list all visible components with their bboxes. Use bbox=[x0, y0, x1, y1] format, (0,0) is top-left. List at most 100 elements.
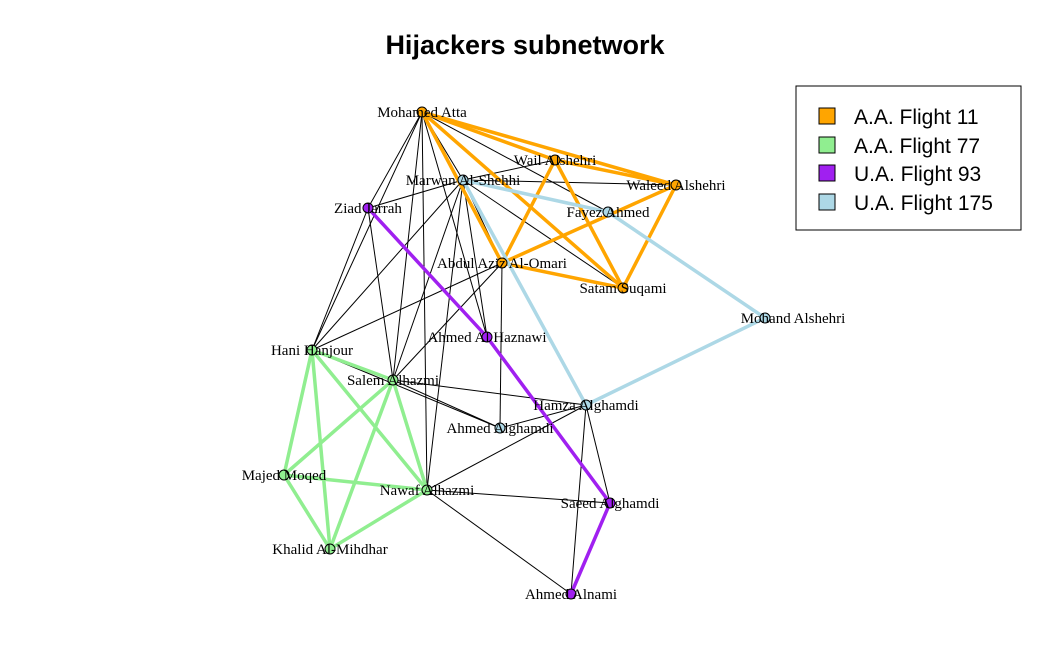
tie-line bbox=[367, 111, 423, 209]
legend-swatch bbox=[818, 107, 836, 125]
tie-line bbox=[499, 262, 503, 429]
node-hani bbox=[306, 344, 318, 356]
node-nawaf bbox=[421, 484, 433, 496]
node-label-ziad: Ziad Jarrah bbox=[334, 201, 402, 217]
tie-line bbox=[367, 179, 464, 209]
flight-tie-line bbox=[569, 501, 612, 596]
flight-tie-line bbox=[621, 183, 678, 290]
node-omari bbox=[496, 257, 508, 269]
flight-tie-line bbox=[553, 158, 678, 187]
tie-line bbox=[311, 111, 423, 351]
flight-tie-line bbox=[282, 348, 314, 477]
legend-entry-aa77: A.A. Flight 77 bbox=[818, 135, 980, 158]
tie-line bbox=[392, 111, 423, 381]
node-label-omari: Abdul Aziz Al-Omari bbox=[437, 256, 567, 272]
node-ziad bbox=[362, 202, 374, 214]
node-label-waleed: Waleed Alshehri bbox=[626, 178, 725, 194]
node-mohand bbox=[759, 312, 771, 324]
tie-line bbox=[421, 111, 488, 338]
legend-label: U.A. Flight 93 bbox=[854, 163, 981, 186]
tie-line bbox=[421, 111, 428, 491]
node-hamza bbox=[580, 399, 592, 411]
legend-entry-ua93: U.A. Flight 93 bbox=[818, 163, 981, 186]
legend-entry-aa11: A.A. Flight 11 bbox=[818, 106, 979, 129]
tie-line bbox=[311, 179, 464, 351]
node-atta bbox=[416, 106, 428, 118]
tie-line bbox=[570, 404, 587, 595]
tie-line bbox=[367, 207, 394, 381]
node-label-salem: Salem Alhazmi bbox=[347, 373, 439, 389]
flight-tie-line bbox=[485, 335, 612, 505]
legend-swatch bbox=[818, 136, 836, 154]
node-label-marwan: Marwan Al-Shehhi bbox=[406, 173, 521, 189]
flight-tie-line bbox=[606, 210, 767, 320]
node-khalid bbox=[324, 543, 336, 555]
tie-line bbox=[392, 379, 501, 429]
node-majed bbox=[278, 469, 290, 481]
legend-entry-ua175: U.A. Flight 175 bbox=[818, 192, 993, 215]
flight-tie-line bbox=[282, 378, 395, 477]
hijacker-labels: Mohamed Atta Wail Alshehri Waleed Alshehri… bbox=[242, 105, 846, 603]
node-label-nawaf: Nawaf Alhazmi bbox=[380, 483, 475, 499]
legend-label: A.A. Flight 77 bbox=[854, 135, 980, 158]
flight-tie-line bbox=[461, 178, 588, 407]
node-label-fayez: Fayez Ahmed bbox=[567, 205, 650, 221]
node-label-suqami: Satam Suqami bbox=[579, 281, 666, 297]
legend-label: A.A. Flight 11 bbox=[854, 106, 979, 129]
tie-line bbox=[311, 262, 503, 351]
flight-tie-line bbox=[282, 473, 332, 551]
flight-tie-line bbox=[500, 261, 625, 290]
flight-tie-line bbox=[584, 316, 767, 407]
node-label-majed: Majed Moqed bbox=[242, 468, 327, 484]
node-ahmedg bbox=[494, 422, 506, 434]
flight-tie-line bbox=[391, 378, 429, 492]
flight-tie-line bbox=[366, 206, 489, 339]
tie-line bbox=[311, 207, 369, 351]
flight-tie-line bbox=[420, 110, 504, 265]
tie-line bbox=[462, 179, 624, 289]
node-label-atta: Mohamed Atta bbox=[377, 105, 467, 121]
node-wail bbox=[549, 154, 561, 166]
node-saeed bbox=[604, 497, 616, 509]
tie-line bbox=[585, 404, 611, 504]
tie-line bbox=[392, 262, 503, 381]
tie-line bbox=[421, 111, 609, 213]
legend-swatch bbox=[818, 193, 836, 211]
flight-tie-line bbox=[282, 473, 429, 492]
tie-line bbox=[426, 489, 572, 595]
tie-line bbox=[426, 179, 464, 491]
background-ties bbox=[311, 111, 677, 595]
node-label-alnami: Ahmed Alnami bbox=[525, 587, 617, 603]
flight-tie-line bbox=[310, 348, 332, 551]
node-waleed bbox=[670, 179, 682, 191]
node-label-haznawi: Ahmed Al Haznawi bbox=[427, 330, 546, 346]
flight-tie-line bbox=[310, 348, 395, 382]
chart-title: Hijackers subnetwork bbox=[385, 30, 665, 60]
flight-tie-line bbox=[328, 488, 429, 551]
node-marwan bbox=[457, 174, 469, 186]
flight-tie-line bbox=[461, 178, 610, 214]
node-label-saeed: Saeed Alghamdi bbox=[561, 496, 660, 512]
tie-line bbox=[499, 404, 587, 429]
node-haznawi bbox=[481, 331, 493, 343]
tie-line bbox=[426, 489, 611, 504]
tie-line bbox=[392, 379, 587, 406]
node-label-hani: Hani Hanjour bbox=[271, 343, 353, 359]
node-label-hamza: Hamza Alghamdi bbox=[533, 398, 638, 414]
tie-line bbox=[462, 179, 488, 338]
node-salem bbox=[387, 374, 399, 386]
node-label-khalid: Khalid Al-Mihdhar bbox=[272, 542, 387, 558]
node-alnami bbox=[565, 588, 577, 600]
flight-ties bbox=[282, 110, 767, 596]
flight-tie-line bbox=[328, 378, 395, 551]
legend-label: U.A. Flight 175 bbox=[854, 192, 993, 215]
legend-swatch bbox=[818, 164, 836, 182]
node-label-ahmedg: Ahmed Alghamdi bbox=[446, 421, 553, 437]
node-label-wail: Wail Alshehri bbox=[514, 153, 597, 169]
tie-line bbox=[426, 404, 587, 491]
node-suqami bbox=[617, 282, 629, 294]
node-fayez bbox=[602, 206, 614, 218]
flight-tie-line bbox=[420, 110, 625, 290]
tie-line bbox=[462, 159, 556, 181]
